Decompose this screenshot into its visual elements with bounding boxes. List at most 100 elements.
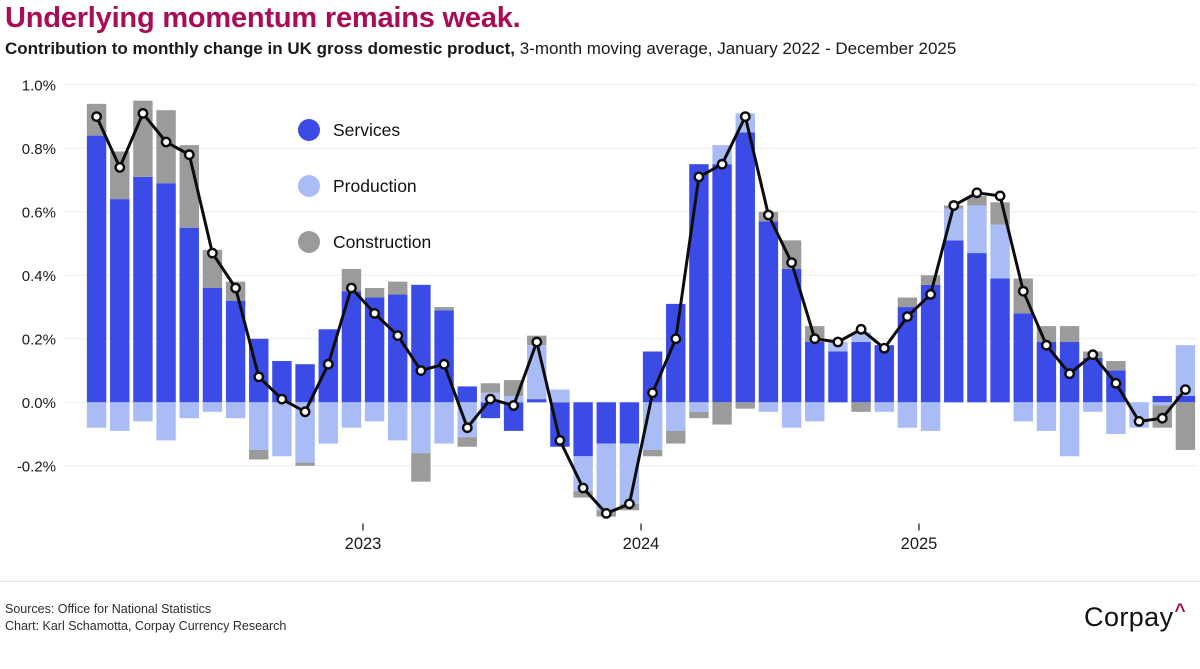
y-axis-label: 0.2%	[22, 331, 56, 348]
bar-segment-production	[550, 389, 570, 403]
bar-segment-construction	[1106, 361, 1126, 371]
bar-segment-services	[1036, 341, 1057, 403]
chart-area: 1.0% 0.8% 0.6% 0.4% 0.2% 0.0% -0.2% 2023 2024 202…	[0, 77, 1200, 560]
total-line-marker	[786, 257, 797, 269]
total-line-marker	[299, 406, 311, 418]
bar-segment-production	[179, 402, 199, 419]
total-line-marker	[1087, 349, 1099, 361]
bar-segment-services	[272, 361, 292, 403]
legend-label-production: Production	[333, 175, 417, 196]
total-line-marker	[647, 387, 658, 399]
total-line-marker	[253, 371, 265, 383]
bar-segment-services	[1152, 395, 1172, 403]
bar-segment-services	[944, 240, 964, 403]
bar-segment-production	[1036, 402, 1057, 431]
bar-segment-services	[712, 164, 732, 403]
bar-segment-production	[573, 456, 593, 492]
bar-segment-production	[1152, 402, 1172, 406]
bar-segment-production	[967, 205, 987, 254]
construction-swatch-icon	[298, 231, 320, 253]
bar-segment-construction	[666, 430, 686, 444]
bar-segment-production	[272, 402, 292, 457]
legend-label-services: Services	[333, 119, 401, 140]
bar-segment-production	[503, 395, 524, 403]
bar-segment-production	[897, 402, 918, 428]
bar-segment-services	[527, 399, 547, 403]
total-line-marker	[91, 111, 103, 122]
total-line-marker	[855, 323, 867, 335]
bar-segment-production	[1083, 402, 1103, 412]
total-line-marker	[1017, 285, 1029, 297]
bar-segment-production	[920, 402, 941, 431]
bar-segment-production	[249, 402, 269, 450]
total-line-marker	[670, 333, 682, 345]
bar-segment-services	[851, 341, 871, 403]
total-line-marker	[925, 288, 936, 300]
bar-segment-services	[295, 364, 315, 403]
bar-segment-production	[596, 443, 616, 511]
bar-segment-production	[758, 402, 779, 412]
y-axis-label: 0.6%	[22, 204, 56, 221]
bar-segment-production	[295, 402, 315, 463]
bar-segment-services	[990, 278, 1010, 403]
bar-segment-services	[735, 132, 755, 403]
chart-legend: Services Production Construction	[298, 119, 431, 287]
bar-segment-services	[503, 402, 524, 431]
bar-segment-production	[712, 145, 732, 165]
corpay-logo: Corpay^	[1084, 601, 1186, 633]
total-line-marker	[508, 400, 519, 411]
bar-segment-production	[1175, 345, 1196, 396]
sources-text: Sources: Office for National Statistics	[5, 602, 212, 616]
credits: Sources: Office for National Statistics …	[5, 601, 286, 634]
total-line-marker	[693, 171, 705, 183]
logo-text: Corpay	[1084, 602, 1174, 632]
total-line-marker	[1110, 377, 1122, 389]
total-line-marker	[415, 365, 427, 376]
production-swatch-icon	[298, 175, 320, 197]
bar-segment-production	[619, 443, 640, 504]
bar-segment-services	[457, 386, 477, 403]
bar-segment-production	[156, 402, 176, 441]
bar-segment-production	[781, 402, 802, 428]
bar-segment-services	[133, 176, 153, 403]
bar-segment-construction	[480, 383, 501, 393]
legend-item-services: Services	[298, 119, 431, 141]
bar-segment-production	[133, 402, 153, 422]
bar-segment-production	[225, 402, 246, 419]
total-line-marker	[230, 282, 242, 294]
subtitle-rest: 3-month moving average, January 2022 - D…	[515, 39, 957, 58]
bar-segment-production	[341, 402, 362, 428]
bar-segment-services	[1013, 313, 1033, 403]
y-axis-label: 0.8%	[22, 141, 56, 158]
subtitle: Contribution to monthly change in UK gro…	[5, 39, 956, 59]
bar-segment-services	[897, 307, 918, 403]
bar-segment-production	[1059, 402, 1080, 457]
bar-segment-services	[573, 402, 593, 457]
total-line-marker	[345, 282, 357, 294]
y-axis-label: 0.0%	[22, 395, 56, 412]
bar-segment-production	[86, 402, 107, 428]
bar-segment-production	[851, 332, 871, 342]
legend-label-construction: Construction	[333, 231, 432, 252]
total-line-marker	[600, 507, 612, 519]
footer-divider	[0, 581, 1200, 582]
legend-item-construction: Construction	[298, 231, 431, 253]
total-line-marker	[206, 247, 218, 259]
bar-segment-construction	[364, 288, 385, 298]
credit-text: Chart: Karl Schamotta, Corpay Currency R…	[5, 618, 287, 633]
bar-segment-production	[1106, 402, 1126, 435]
total-line-marker	[577, 482, 589, 494]
bar-segment-construction	[920, 275, 941, 285]
bar-segment-construction	[1059, 326, 1080, 342]
bar-segment-production	[1013, 402, 1033, 422]
bar-segment-services	[666, 303, 686, 403]
bar-segment-services	[874, 345, 894, 403]
bar-segment-construction	[388, 281, 408, 295]
corpay-caret-icon: ^	[1174, 601, 1186, 622]
bar-segment-construction	[967, 195, 987, 206]
total-line-marker	[763, 209, 774, 221]
bar-segment-services	[596, 402, 616, 444]
bar-segment-services	[202, 288, 223, 403]
bar-segment-construction	[249, 449, 269, 460]
